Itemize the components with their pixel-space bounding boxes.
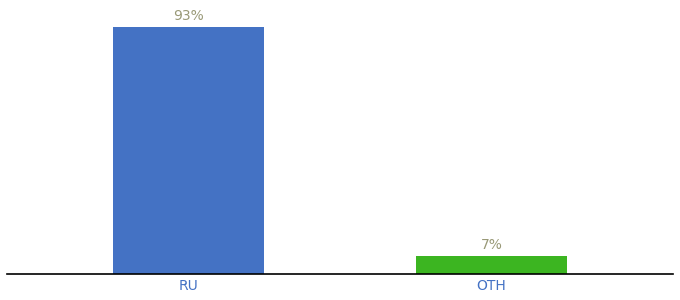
Text: 93%: 93% [173,9,204,23]
Bar [415,256,567,274]
Text: 7%: 7% [481,238,503,252]
Bar [113,27,265,274]
